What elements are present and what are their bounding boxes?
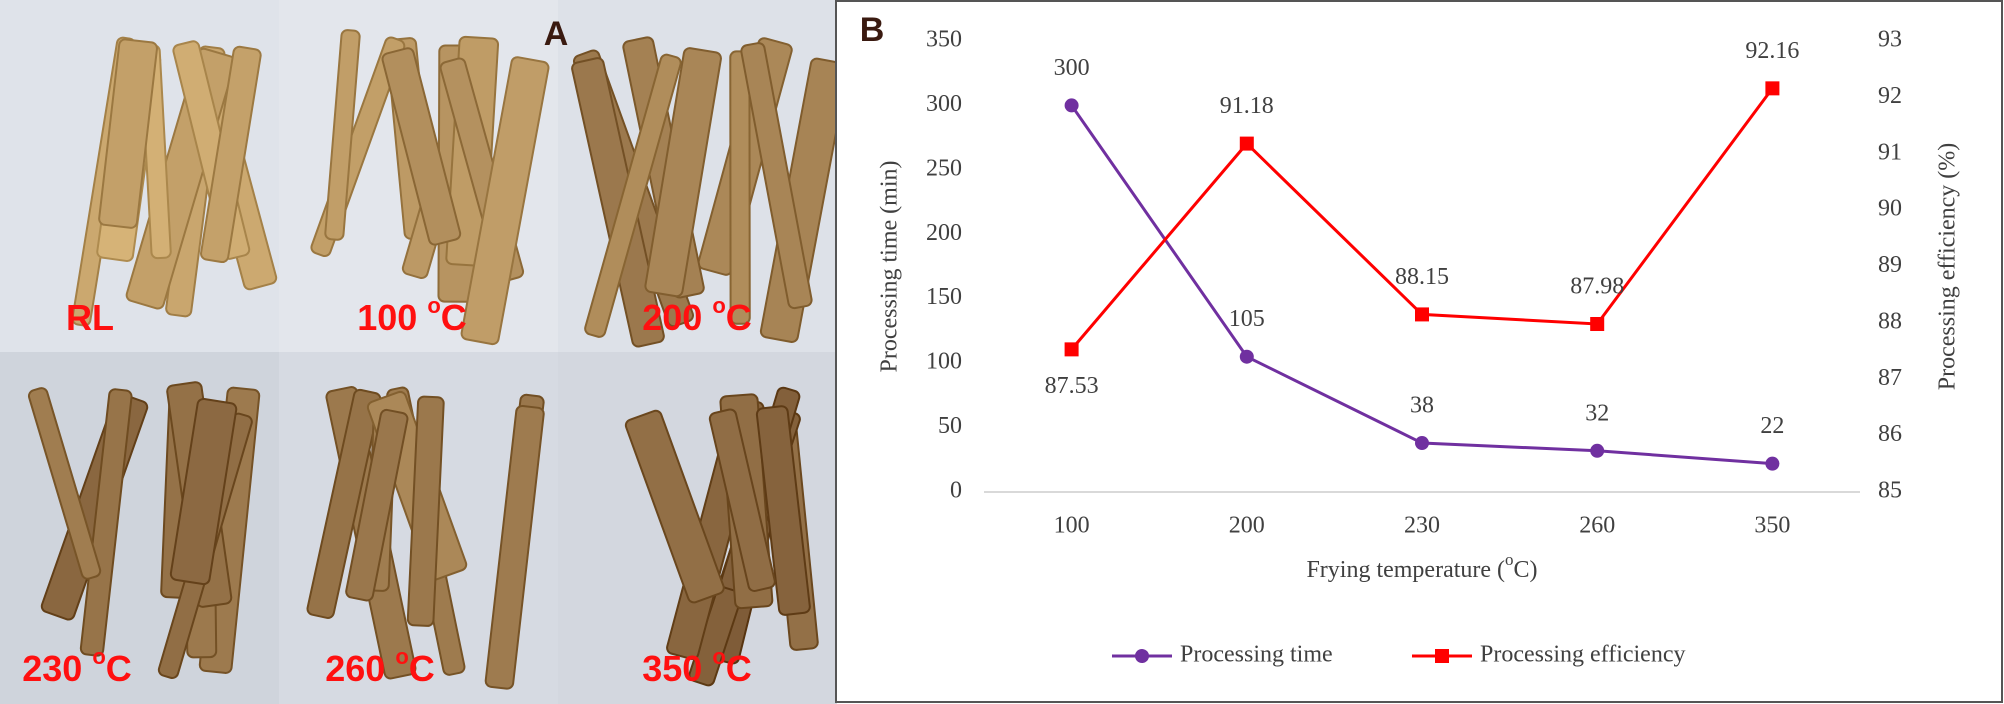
y2-tick-label: 85 [1878,478,1902,504]
label-part: Frying temperature ( [1306,557,1505,583]
label-part: RL [66,297,114,338]
label-part: C [726,648,752,689]
marker [1765,456,1780,471]
root-slice [755,405,811,616]
marker [1064,342,1079,357]
label-part: C [409,648,435,689]
label-part: o [1505,550,1514,569]
root-slice [345,408,409,602]
photo-label: RL [66,297,114,338]
label-part: 100 [357,297,427,338]
root-slice [27,387,102,580]
root-slice [584,53,682,338]
root-slice [79,388,133,657]
label-part: 200 [642,297,712,338]
root-slice [306,388,382,619]
root-slice [484,405,545,690]
y-tick-label: 150 [926,284,962,310]
marker [1064,98,1079,113]
root-slice [624,409,725,604]
panel-label: B [860,11,885,49]
photo-label: 350 oC [642,644,752,688]
root-slice [324,29,361,241]
root-slice [460,56,550,346]
legend-marker [1135,649,1149,663]
label-part: C) [1514,557,1538,583]
root-slice [406,395,445,627]
root-slice [381,47,462,246]
root-slice [740,42,813,310]
label-part: o [92,644,105,669]
x-axis-label: Frying temperature (oC) [1306,550,1537,582]
photo-label: 200 oC [642,293,752,337]
marker [1239,136,1254,151]
root-slice [169,397,238,586]
label-part: C [441,297,467,338]
root-slice [644,47,722,298]
legend-label: Processing time [1180,642,1333,668]
root-slice [708,408,776,592]
x-tick-label: 230 [1404,513,1440,539]
chart: B 0 50 100 150 200 250 300 350 85 86 87 88 89 90 91 92 93… [860,11,1961,668]
y-axis-label: Processing time (min) [877,161,903,373]
y-tick-label: 300 [926,91,962,117]
marker [1239,349,1254,364]
y2-tick-label: 86 [1878,421,1902,447]
y-tick-label: 50 [938,413,962,439]
root-slice [98,38,158,229]
x-tick-label: 350 [1754,513,1790,539]
root-slice [200,45,262,264]
data-label: 92.16 [1745,38,1799,64]
label-part: o [395,644,408,669]
marker [1415,436,1429,451]
data-label: 87.98 [1570,274,1624,300]
y2-tick-label: 90 [1878,196,1902,222]
data-label: 91.18 [1220,93,1274,119]
y-tick-label: 100 [926,349,962,375]
x-tick-label: 260 [1579,513,1615,539]
marker [1590,443,1605,458]
data-label: 88.15 [1395,264,1449,290]
label-part: o [427,293,440,318]
root-slice [729,50,751,325]
data-label: 87.53 [1045,373,1099,399]
data-label: 300 [1054,55,1090,81]
label-part: C [106,648,132,689]
y2-tick-label: 87 [1878,365,1902,391]
y-tick-label: 250 [926,155,962,181]
chart-frame [835,0,2003,703]
photo-label: 230 oC [22,644,132,688]
y2-tick-label: 88 [1878,308,1902,334]
label-part: 260 [325,648,395,689]
x-tick-label: 200 [1229,513,1265,539]
legend-marker [1435,649,1449,663]
label-part: o [712,293,725,318]
panel-label: A [544,15,569,53]
marker [1765,81,1780,96]
y2-tick-label: 89 [1878,252,1902,278]
data-label: 38 [1410,393,1434,419]
y2-tick-label: 92 [1878,83,1902,109]
y-tick-label: 0 [950,478,962,504]
y-tick-label: 350 [926,27,962,53]
y2-tick-label: 93 [1878,27,1902,53]
legend-label: Processing efficiency [1480,642,1686,668]
marker [1590,317,1605,332]
x-tick-label: 100 [1054,513,1090,539]
data-label: 32 [1585,400,1609,426]
marker [1415,307,1429,322]
label-part: 230 [22,648,92,689]
photo-label: 260 oC [325,644,435,688]
y2-tick-label: 91 [1878,139,1902,165]
label-part: 350 [642,648,712,689]
y2-axis-label: Processing efficiency (%) [1935,143,1961,390]
label-part: C [726,297,752,338]
y-tick-label: 200 [926,220,962,246]
data-label: 22 [1760,413,1784,439]
data-label: 105 [1229,306,1265,332]
label-part: o [712,644,725,669]
photo-label: 100 oC [357,293,467,337]
